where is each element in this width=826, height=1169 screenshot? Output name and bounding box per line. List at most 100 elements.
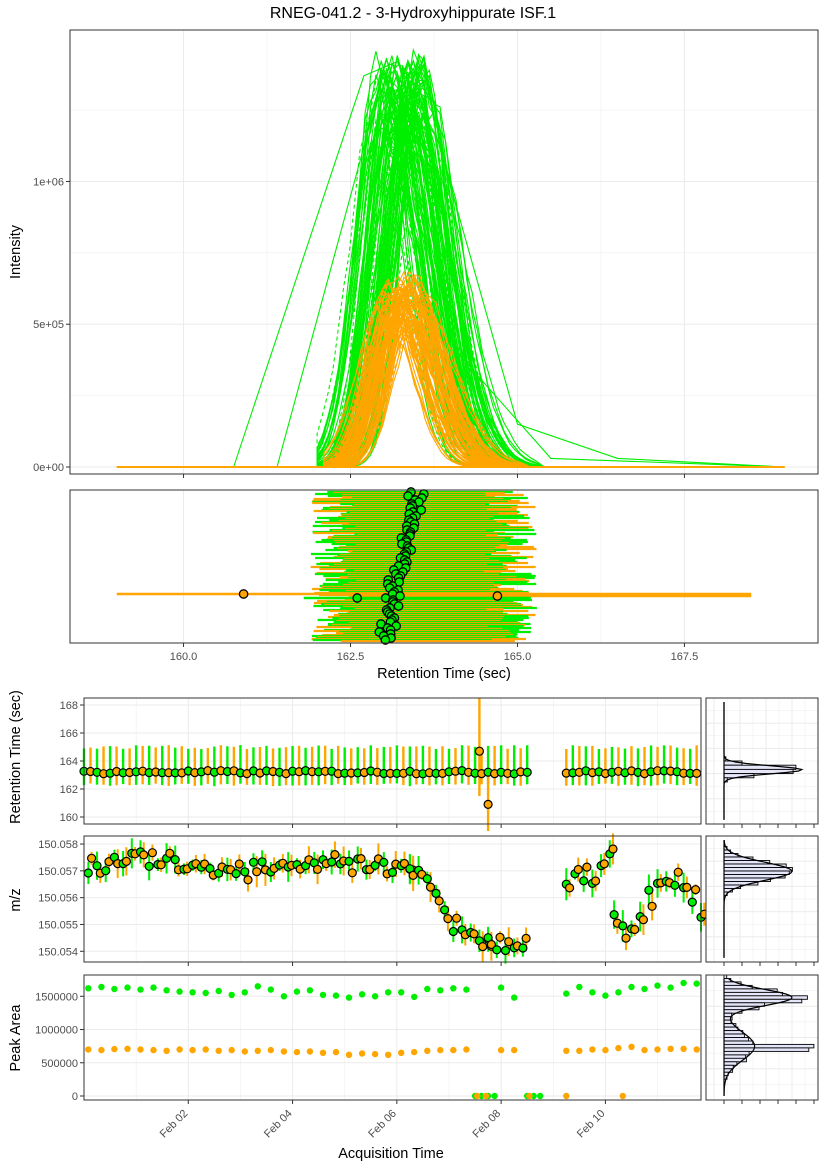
intensity-tick-label: 1e+06 <box>33 176 64 188</box>
qc-chromatogram-trace <box>116 324 785 468</box>
peak-area-point <box>497 984 505 991</box>
rt-time-apex-point <box>692 768 702 779</box>
peak-area-point <box>150 984 157 991</box>
rt-apex-point <box>380 635 391 645</box>
rt-apex-point <box>395 591 405 601</box>
figure-title: RNEG-041.2 - 3-Hydroxyhippurate ISF.1 <box>270 5 556 22</box>
peak-area-point <box>163 987 170 994</box>
mz-time-point <box>630 924 640 935</box>
peak-area-point <box>463 1046 470 1053</box>
mz-time-point <box>478 941 488 952</box>
acquisition-time-tick-label: Feb 10 <box>575 1108 608 1141</box>
mz-time-point <box>618 921 628 931</box>
rt-apex-point-group <box>238 487 503 645</box>
mz-time-point <box>330 849 340 860</box>
marginal-histogram-1 <box>705 835 819 966</box>
peak-area-point <box>332 1048 340 1056</box>
peak-area-point <box>411 1048 418 1056</box>
peak-area-point <box>615 989 622 996</box>
peak-area-point <box>482 1092 490 1100</box>
peak-area-point <box>497 1046 505 1054</box>
mz-time-y-tick-label: 150.057 <box>38 866 78 878</box>
mz-time-point <box>609 909 619 920</box>
peak-area-point <box>667 984 674 991</box>
mz-time-point <box>399 858 409 869</box>
peak-area-point <box>537 1092 544 1100</box>
mz-time-point <box>452 913 462 923</box>
peak-area-point <box>267 1046 274 1054</box>
rt-range-bar-group <box>116 490 752 643</box>
acquisition-time-tick-label: Feb 04 <box>262 1108 295 1141</box>
histogram-bar <box>723 1047 810 1052</box>
peak-area-point <box>241 989 248 996</box>
peak-area-point <box>306 1048 314 1055</box>
peak-area-point <box>619 1092 626 1100</box>
peak-area-point <box>463 986 470 993</box>
peak-area-point <box>111 985 118 993</box>
peak-area-point <box>124 984 131 991</box>
mz-time-point <box>443 913 453 924</box>
peak-area-point <box>98 983 105 991</box>
peak-area-point <box>85 985 92 992</box>
qc-chromatogram-trace <box>116 288 785 468</box>
mz-time-point <box>573 864 583 875</box>
mz-vs-time-panel-border <box>83 835 702 963</box>
mz-time-point <box>387 867 398 878</box>
peak-area-point <box>306 987 314 994</box>
peak-area-point <box>615 1044 622 1052</box>
mz-time-point <box>327 857 337 867</box>
peak-area-point <box>98 1046 105 1054</box>
qc-chromatogram-trace <box>116 299 785 468</box>
peak-area-point <box>424 985 431 993</box>
histogram-border <box>705 974 819 1101</box>
acquisition-time-tick-label: Feb 06 <box>366 1108 399 1141</box>
marginal-histograms <box>705 697 819 1104</box>
mz-time-point <box>521 933 531 944</box>
peak-area-point <box>267 986 274 993</box>
rt-vs-time-panel: 160 162 164 166 168 Retention Time (sec) <box>8 690 702 831</box>
mz-time-point <box>144 861 154 871</box>
peak-area-point <box>628 983 635 991</box>
mz-time-point <box>243 875 253 885</box>
histogram-border <box>705 835 819 963</box>
mz-time-point <box>500 945 511 956</box>
peak-area-point <box>667 1045 674 1053</box>
area-time-y-tick-label: 0 <box>72 1091 78 1103</box>
mz-time-point <box>599 859 609 869</box>
mz-time-point <box>638 915 649 925</box>
peak-area-point <box>680 1045 687 1053</box>
mz-time-point <box>344 856 354 867</box>
mz-time-point <box>408 870 418 881</box>
peak-area-point <box>641 1046 648 1054</box>
rt-x-tick-label: 165.0 <box>504 651 532 663</box>
rt-time-y-tick-label: 168 <box>60 700 78 712</box>
peak-area-point <box>654 1046 661 1053</box>
mz-time-point <box>147 848 157 858</box>
rt-time-y-tick-label: 164 <box>60 756 78 768</box>
mz-time-point <box>495 932 505 942</box>
mz-time-point <box>156 860 166 870</box>
peak-area-point <box>371 1050 379 1058</box>
histogram-bar <box>723 1037 749 1042</box>
mz-time-point <box>240 867 250 877</box>
mz-time-point <box>121 856 132 867</box>
wide-chromatogram-trace <box>116 60 785 468</box>
peak-area-point <box>358 1050 366 1057</box>
area-time-y-tick-label: 1000000 <box>35 1025 78 1037</box>
peak-area-point <box>589 1046 596 1053</box>
peak-area-point <box>563 1047 570 1055</box>
rt-time-bar-group <box>82 698 698 831</box>
mz-time-point <box>231 868 241 879</box>
peak-area-point <box>576 983 583 991</box>
peak-area-point <box>176 1046 183 1053</box>
mz-time-point <box>425 882 436 892</box>
mz-time-y-tick-label: 150.056 <box>38 893 78 905</box>
peak-area-point <box>474 1092 481 1100</box>
mz-time-point <box>379 857 389 868</box>
peak-area-point <box>641 985 648 993</box>
peak-area-point <box>332 992 340 999</box>
mz-time-point <box>252 867 262 877</box>
peak-area-point <box>491 1092 498 1100</box>
acquisition-time-tick-label: Feb 02 <box>158 1108 191 1141</box>
peak-area-point <box>654 982 661 989</box>
